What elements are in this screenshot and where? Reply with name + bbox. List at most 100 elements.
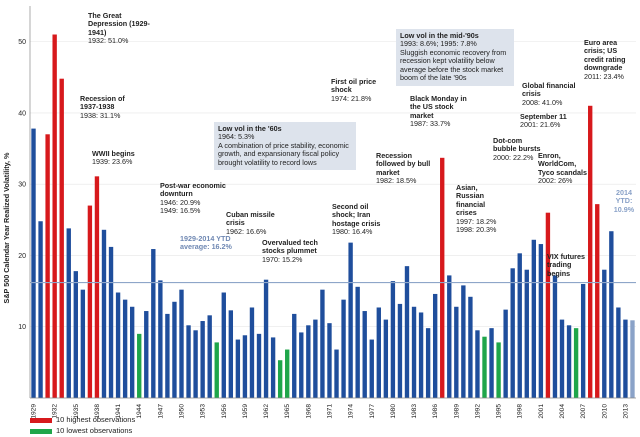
x-tick-label: 1986 — [432, 404, 439, 419]
y-axis-label: S&P 500 Calendar Year Realized Volatilit… — [2, 152, 11, 303]
annotation-value: 1932: 51.0% — [88, 36, 129, 46]
x-tick-label: 1974 — [348, 404, 355, 419]
bar-1951 — [186, 325, 191, 398]
bar-1945 — [144, 311, 149, 398]
bar-2012 — [616, 307, 621, 398]
annotation-title: VIX futures trading begins — [547, 252, 585, 278]
bar-1959 — [242, 335, 248, 398]
bar-1988 — [447, 275, 452, 398]
x-tick-label: 1938 — [94, 404, 101, 419]
x-tick-label: 1959 — [242, 404, 249, 419]
annotation-ytd-2014: 2014 YTD: 10.9% — [608, 188, 640, 214]
bar-1997 — [510, 268, 515, 398]
bar-1971 — [327, 323, 332, 398]
x-tick-label: 1989 — [453, 404, 460, 419]
annotation-title: Dot-com bubble bursts — [493, 136, 541, 154]
bar-1942 — [122, 299, 128, 398]
annotation-vix: VIX futures trading begins — [547, 252, 593, 278]
bar-1977 — [369, 339, 374, 398]
annotation-asian: Asian, Russian financial crises 1997: 18… — [456, 183, 504, 235]
bar-2013 — [623, 319, 628, 398]
bar-1968 — [306, 325, 311, 398]
x-tick-label: 1992 — [474, 404, 481, 419]
x-tick-label: 1929 — [31, 404, 38, 419]
x-tick-label: 2001 — [538, 404, 545, 419]
y-tick-label: 20 — [18, 253, 26, 260]
bar-1976 — [362, 311, 367, 398]
bar-1965 — [285, 349, 290, 398]
bar-1954 — [207, 315, 212, 398]
bar-1989 — [454, 306, 459, 398]
annotation-title: Recession of 1937-1938 — [80, 94, 125, 112]
bar-1978 — [376, 307, 381, 398]
y-tick-label: 40 — [18, 110, 26, 117]
average-label: 1929-2014 YTD average: 16.2% — [180, 234, 260, 252]
annotation-value: 2000: 22.2% — [493, 152, 534, 162]
bar-1998 — [517, 253, 522, 398]
bar-2000 — [531, 239, 537, 398]
annotation-value: 1946: 20.9% — [160, 197, 201, 207]
bar-2008 — [588, 105, 593, 399]
x-tick-label: 1932 — [52, 404, 59, 419]
x-tick-label: 2004 — [559, 404, 566, 419]
annotation-title: Recession followed by bull market — [376, 151, 431, 177]
x-tick-label: 1941 — [115, 404, 122, 419]
x-tick-label: 1995 — [496, 404, 503, 419]
annotation-sept11: September 11 2001: 21.6% — [520, 112, 580, 130]
bar-1962 — [263, 279, 269, 398]
x-tick-label: 2007 — [580, 404, 587, 419]
annotation-lowvol-90s: Low vol in the mid-'90s 1993: 8.6%; 1995… — [396, 29, 514, 86]
bar-1960 — [249, 307, 255, 398]
annotation-overvalued: Overvalued tech stocks plummet 1970: 15.… — [262, 238, 322, 264]
bar-1999 — [524, 269, 529, 398]
x-tick-label: 1935 — [73, 404, 80, 419]
bar-2003 — [552, 275, 558, 398]
bar-1941 — [115, 292, 121, 398]
bar-2001 — [538, 244, 544, 398]
annotation-bullmarket: Recession followed by bull market 1982: … — [376, 151, 442, 186]
annotation-title: 2014 YTD: — [615, 188, 633, 206]
bar-1986 — [432, 293, 438, 398]
x-tick-label: 1944 — [136, 404, 143, 419]
bar-1931 — [45, 134, 50, 399]
bar-1944 — [137, 333, 142, 398]
bar-1950 — [179, 289, 184, 398]
bar-1973 — [341, 299, 346, 398]
bar-1987 — [440, 157, 445, 398]
x-tick-label: 1962 — [263, 404, 270, 419]
bar-1994 — [489, 328, 494, 398]
x-tick-label: 1953 — [200, 404, 207, 419]
x-tick-label: 1965 — [284, 404, 291, 419]
annotation-title: The Great Depression (1929-1941) — [88, 11, 150, 37]
annotation-title: Global financial crisis — [522, 81, 576, 99]
bar-1972 — [334, 349, 339, 398]
bars — [31, 34, 635, 399]
bar-1932 — [52, 34, 57, 398]
legend-swatch-low — [30, 428, 52, 434]
y-tick-label: 10 — [18, 324, 26, 331]
bar-1985 — [425, 328, 431, 398]
annotation-oilshock1: First oil price shock 1974: 21.8% — [331, 77, 381, 103]
annotation-title: Enron, WorldCom, Tyco scandals — [538, 151, 588, 177]
annotation-value: 2001: 21.6% — [520, 120, 561, 130]
legend-high: 10 highest observations — [30, 415, 135, 424]
bar-1934 — [66, 228, 71, 398]
bar-1980 — [390, 281, 396, 398]
annotation-enron: Enron, WorldCom, Tyco scandals 2002: 26% — [538, 151, 592, 186]
annotation-value: 1938: 31.1% — [80, 110, 121, 120]
bar-2004 — [559, 319, 565, 398]
bar-1974 — [348, 242, 353, 398]
x-tick-label: 1977 — [369, 404, 376, 419]
annotation-oilshock2: Second oil shock; Iran hostage crisis 19… — [332, 202, 382, 237]
annotation-title: Black Monday in the US stock market — [410, 94, 467, 120]
annotation-title: September 11 — [520, 112, 567, 121]
bar-2014 — [630, 320, 635, 398]
annotation-value: 1982: 18.5% — [376, 176, 417, 186]
bar-1984 — [418, 312, 424, 398]
annotation-gfc: Global financial crisis 2008: 41.0% — [522, 81, 582, 107]
annotation-title: Euro area crisis; US credit rating downg… — [584, 38, 626, 73]
annotation-value: 1987: 33.7% — [410, 119, 451, 129]
bar-1935 — [73, 271, 78, 398]
bar-1938 — [94, 176, 100, 398]
annotation-title: Asian, Russian financial crises — [456, 183, 486, 218]
